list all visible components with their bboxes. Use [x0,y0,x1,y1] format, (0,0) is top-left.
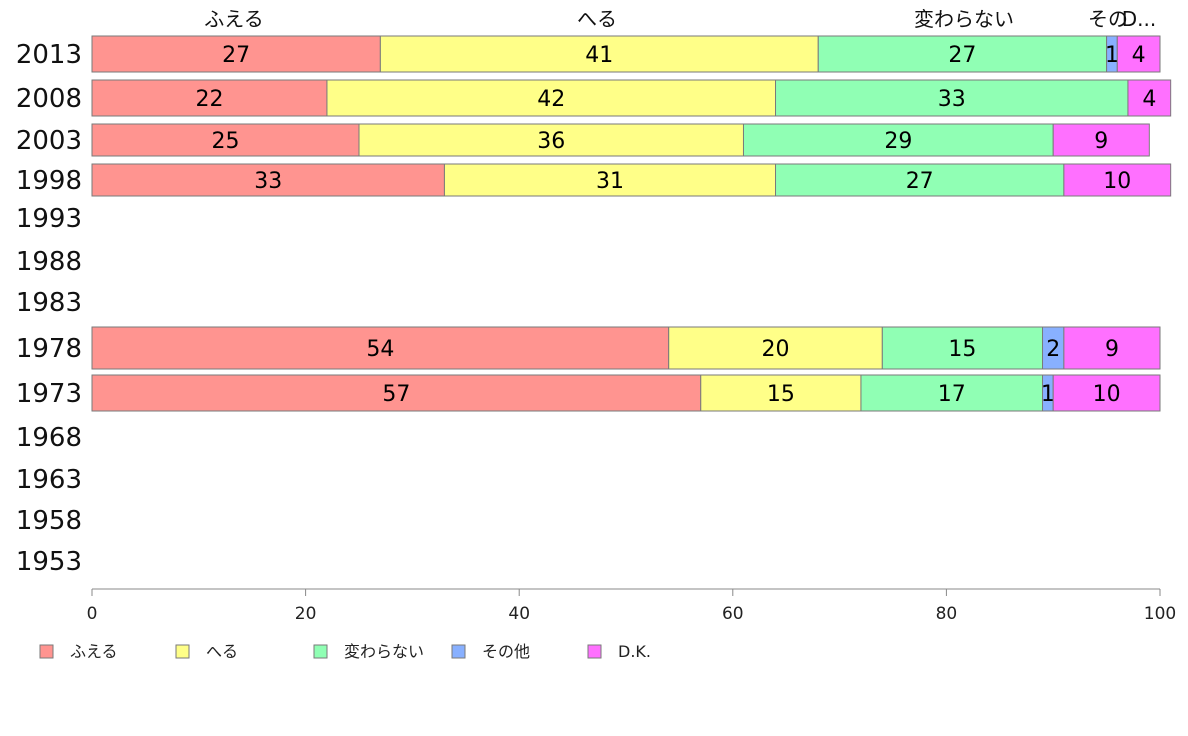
x-tick-label: 20 [295,604,317,624]
bar-value-label: 57 [382,382,410,407]
bar-value-label: 15 [767,382,795,407]
bar-value-label: 17 [938,382,966,407]
bar-segment [742,123,1054,157]
header-label: その [1088,7,1128,31]
bar-segment [1063,326,1161,370]
bar-segment [91,35,381,73]
bar-segment [443,163,777,197]
bar-segment [358,123,744,157]
year-label: 1958 [16,506,82,536]
legend: ふえる へる 変わらない その他 D.K. [39,642,651,661]
bar-segment [91,374,702,412]
bar-value-label: 4 [1132,43,1146,68]
bar-value-label: 15 [948,337,976,362]
bar-value-label: 27 [948,43,976,68]
bar-value-label: 54 [366,337,394,362]
bar-value-label: 4 [1142,87,1156,112]
year-label: 1998 [16,166,82,196]
legend-swatch [587,644,602,659]
legend-swatch [451,644,466,659]
x-tick-label: 40 [508,604,530,624]
bar-segment [775,79,1129,117]
bar-value-label: 27 [906,169,934,194]
legend-label: ふえる [70,642,118,661]
header-label: D... [1122,7,1156,31]
bar-value-label: 20 [762,337,790,362]
year-label: 1953 [16,547,82,577]
header-label: 変わらない [914,7,1014,31]
year-label: 1963 [16,465,82,495]
year-axis: 2013 2008 2003 1998 1993 1988 1983 1978 1973 1968… [16,40,82,577]
bar-value-label: 9 [1094,129,1108,154]
x-tick-label: 80 [936,604,958,624]
bar-value-label: 9 [1105,337,1119,362]
bar-value-label: 29 [884,129,912,154]
bar-value-label: 2 [1046,337,1060,362]
year-label: 1973 [16,379,82,409]
bar-segment [1052,374,1161,412]
year-label: 1983 [16,288,82,318]
x-tick-label: 60 [722,604,744,624]
bar-segment [881,326,1044,370]
legend-label: D.K. [618,642,651,661]
bar-segment [379,35,819,73]
legend-label: その他 [482,642,530,661]
legend-swatch [175,644,190,659]
bar-value-label: 36 [537,129,565,154]
bar-segment [91,163,445,197]
bar-value-label: 25 [212,129,240,154]
x-tick-label: 0 [87,604,98,624]
legend-label: 変わらない [344,642,424,661]
x-tick-label: 100 [1144,604,1176,624]
year-label: 1968 [16,423,82,453]
bar-value-label: 1 [1041,382,1055,407]
year-label: 2008 [16,84,82,114]
bar-segment [1116,35,1161,73]
bar-value-label: 22 [195,87,223,112]
bar-value-label: 31 [596,169,624,194]
header-label: ふえる [204,7,263,31]
bar-segment [860,374,1044,412]
header-label: へる [577,7,617,31]
bar-value-label: 33 [938,87,966,112]
x-axis: 0 20 40 60 80 100 [87,588,1176,624]
bar-value-label: 42 [537,87,565,112]
bar-segment [1127,79,1172,117]
bar-value-label: 33 [254,169,282,194]
year-label: 2003 [16,126,82,156]
year-label: 1993 [16,204,82,234]
year-label: 2013 [16,40,82,70]
bar-segment [91,326,670,370]
bar-segment [817,35,1108,73]
bar-value-label: 27 [222,43,250,68]
bar-segment [91,79,328,117]
bar-segment [91,123,360,157]
bar-segment [700,374,862,412]
bar-segment [775,163,1065,197]
column-headers: ふえる へる 変わらない そのD... [204,7,1156,31]
year-label: 1988 [16,247,82,277]
year-label: 1978 [16,334,82,364]
bar-segment [1052,123,1150,157]
bar-value-label: 1 [1105,43,1119,68]
legend-swatch [39,644,54,659]
legend-swatch [313,644,328,659]
bar-segment [326,79,777,117]
bar-value-label: 41 [585,43,613,68]
legend-label: へる [206,642,238,661]
bar-segment [1063,163,1172,197]
bar-value-label: 10 [1093,382,1121,407]
bar-value-label: 10 [1103,169,1131,194]
